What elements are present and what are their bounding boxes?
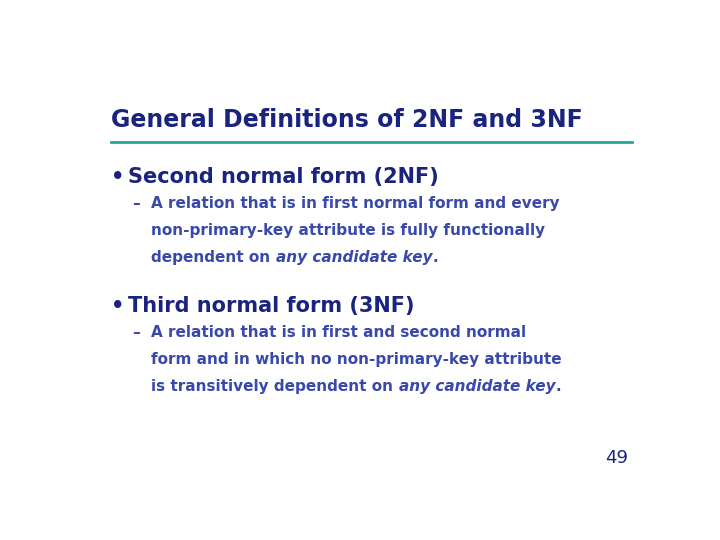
Text: is transitively dependent on: is transitively dependent on [151,379,399,394]
Text: .: . [555,379,561,394]
Text: any candidate key: any candidate key [276,250,433,265]
Text: A relation that is in first and second normal: A relation that is in first and second n… [151,325,526,340]
Text: non-primary-key attribute is fully functionally: non-primary-key attribute is fully funct… [151,223,546,238]
Text: dependent on: dependent on [151,250,276,265]
Text: .: . [433,250,438,265]
Text: Third normal form (3NF): Third normal form (3NF) [128,295,415,315]
Text: •: • [111,295,125,315]
Text: General Definitions of 2NF and 3NF: General Definitions of 2NF and 3NF [111,109,583,132]
Text: –: – [132,196,140,211]
Text: –: – [132,325,140,340]
Text: 49: 49 [606,449,629,467]
Text: A relation that is in first normal form and every: A relation that is in first normal form … [151,196,560,211]
Text: any candidate key: any candidate key [399,379,555,394]
Text: form and in which no non-primary-key attribute: form and in which no non-primary-key att… [151,352,562,367]
Text: Second normal form (2NF): Second normal form (2NF) [128,167,438,187]
Text: •: • [111,167,125,187]
